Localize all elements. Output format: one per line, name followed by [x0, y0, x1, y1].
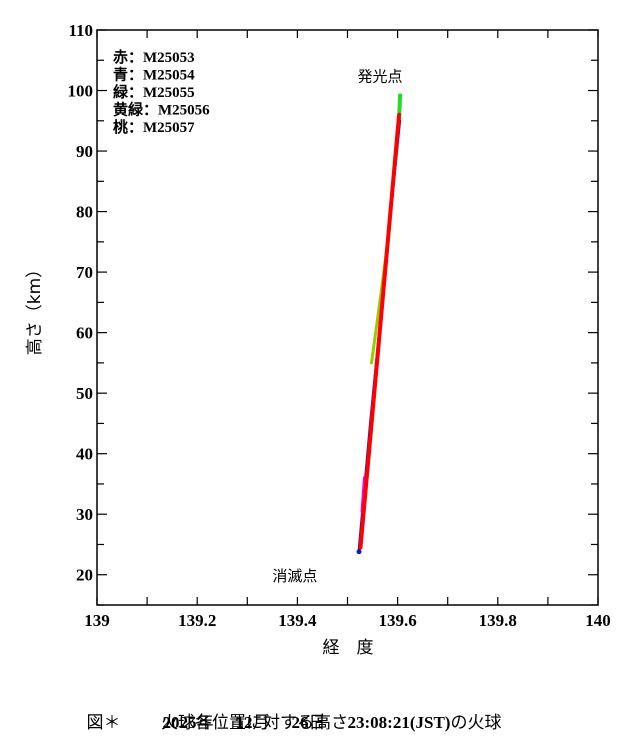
x-axis-title: 経 度: [323, 638, 374, 658]
y-tick-label: 110: [68, 21, 93, 40]
x-tick-label: 140: [585, 611, 611, 630]
y-axis-title: 高さ（km）: [25, 261, 45, 355]
x-tick-label: 139.2: [178, 611, 216, 630]
y-tick-label: 40: [76, 445, 93, 464]
caption-day: 26: [291, 713, 309, 732]
x-tick-label: 139: [84, 611, 110, 630]
caption-suffix: の火球: [450, 713, 502, 733]
y-axis-ticks: 20 30 40 50 60 70 80 90 100 110: [68, 21, 598, 606]
y-tick-label: 60: [76, 324, 93, 343]
y-tick-label: 50: [76, 384, 93, 403]
figure-caption-line2: 火球各位置に対する高さ: [161, 713, 348, 732]
annotation-label: 発光点: [358, 67, 403, 85]
legend-item: 桃：M25057: [113, 118, 195, 136]
caption-time: 23:08:21(JST): [347, 713, 451, 732]
legend-item: 青：M25054: [113, 66, 195, 84]
caption-day-unit: 日: [308, 713, 326, 733]
annotation-label: 消滅点: [272, 567, 317, 585]
legend-item: 黄緑：M25056: [113, 101, 210, 119]
caption-year: 2025: [162, 713, 197, 732]
y-tick-label: 100: [68, 82, 94, 101]
caption-month: 12: [235, 713, 253, 732]
figure-label: 図＊: [86, 713, 121, 733]
y-tick-label: 70: [76, 263, 93, 282]
x-axis-ticks: 139 139.2 139.4 139.6 139.8 140: [84, 30, 611, 630]
figure-caption-line1: 図＊ 2025年 12月 26日 23:08:21(JST)の火球: [78, 688, 502, 733]
y-tick-label: 30: [76, 505, 93, 524]
x-tick-label: 139.8: [479, 611, 517, 630]
legend-item: 赤：M25053: [113, 48, 195, 66]
x-tick-label: 139.4: [278, 611, 317, 630]
y-tick-label: 90: [76, 142, 93, 161]
caption-year-unit: 年: [196, 713, 214, 733]
series-M25053: [358, 112, 402, 550]
fireball-altitude-chart: 139 139.2 139.4 139.6 139.8 140 20 30 40 50 60 70 8…: [25, 21, 611, 658]
legend: 赤：M25053青：M25054緑：M25055黄緑：M25056桃：M2505…: [113, 48, 210, 136]
data-series: [356, 93, 403, 555]
caption-month-unit: 月: [252, 713, 270, 733]
x-tick-label: 139.6: [378, 611, 416, 630]
y-tick-label: 20: [76, 566, 93, 585]
y-tick-label: 80: [76, 203, 93, 222]
legend-item: 緑：M25055: [113, 83, 195, 101]
end-point-marker: [356, 549, 362, 555]
